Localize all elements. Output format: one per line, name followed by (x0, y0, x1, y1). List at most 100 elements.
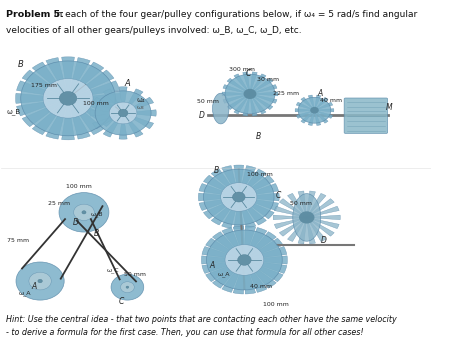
Wedge shape (239, 193, 279, 201)
Wedge shape (233, 226, 245, 260)
Wedge shape (250, 74, 266, 94)
Wedge shape (227, 94, 250, 109)
Circle shape (120, 282, 134, 293)
Circle shape (299, 211, 314, 224)
Text: ω_A: ω_A (218, 271, 230, 277)
Wedge shape (92, 97, 123, 113)
Wedge shape (22, 98, 68, 127)
Wedge shape (296, 102, 314, 110)
Wedge shape (119, 87, 127, 113)
Wedge shape (16, 93, 68, 103)
Wedge shape (223, 85, 250, 94)
Circle shape (29, 272, 51, 290)
Wedge shape (68, 98, 90, 139)
Wedge shape (46, 98, 68, 139)
Text: 50 mm: 50 mm (290, 201, 311, 206)
Circle shape (298, 97, 331, 123)
Wedge shape (206, 238, 245, 260)
Text: ω_C: ω_C (107, 267, 119, 273)
Text: Hint: Use the central idea - that two points that are contacting each other have: Hint: Use the central idea - that two po… (6, 315, 396, 324)
Wedge shape (222, 166, 239, 197)
Text: ω_A: ω_A (18, 290, 31, 296)
Text: ω₃: ω₃ (137, 105, 145, 109)
Wedge shape (222, 227, 245, 260)
Wedge shape (239, 169, 266, 197)
Circle shape (111, 274, 144, 300)
Circle shape (95, 91, 151, 135)
Wedge shape (295, 109, 314, 112)
Wedge shape (123, 110, 156, 116)
Wedge shape (234, 94, 250, 114)
Wedge shape (307, 217, 326, 241)
Wedge shape (301, 97, 314, 110)
Wedge shape (245, 238, 283, 260)
FancyBboxPatch shape (344, 98, 388, 133)
Wedge shape (296, 110, 314, 118)
Wedge shape (307, 215, 340, 220)
Wedge shape (245, 256, 287, 264)
Wedge shape (201, 256, 245, 264)
Wedge shape (239, 197, 274, 219)
Wedge shape (279, 217, 307, 236)
Text: velocities of all other gears/pulleys involved: ω_B, ω_C, ω_D, etc.: velocities of all other gears/pulleys in… (6, 26, 301, 35)
Text: A: A (210, 261, 215, 271)
Wedge shape (227, 78, 250, 94)
Wedge shape (250, 94, 257, 116)
Wedge shape (274, 217, 307, 229)
Wedge shape (211, 197, 239, 225)
Text: C: C (245, 69, 251, 78)
Wedge shape (46, 58, 68, 98)
Circle shape (310, 107, 319, 114)
Wedge shape (68, 98, 119, 116)
Text: 30 mm: 30 mm (257, 77, 279, 82)
Circle shape (237, 255, 251, 265)
Wedge shape (301, 110, 314, 123)
Wedge shape (90, 110, 123, 116)
Circle shape (59, 92, 77, 105)
Wedge shape (68, 98, 114, 127)
Circle shape (109, 102, 137, 124)
Wedge shape (245, 227, 267, 260)
Wedge shape (245, 247, 287, 260)
Text: 40 mm: 40 mm (250, 284, 272, 289)
Wedge shape (211, 169, 239, 197)
Wedge shape (298, 217, 307, 244)
Ellipse shape (212, 93, 229, 124)
Circle shape (244, 89, 256, 99)
Wedge shape (314, 95, 321, 110)
Text: Problem 5:: Problem 5: (6, 10, 64, 19)
Wedge shape (212, 232, 245, 260)
Text: C: C (276, 191, 281, 200)
Text: C: C (119, 296, 124, 306)
Wedge shape (119, 113, 127, 139)
Circle shape (59, 192, 109, 232)
Wedge shape (123, 113, 154, 129)
Wedge shape (203, 197, 239, 219)
Wedge shape (68, 81, 119, 98)
Wedge shape (245, 260, 276, 288)
Text: ω₄: ω₄ (137, 97, 146, 103)
Wedge shape (198, 193, 239, 201)
Wedge shape (250, 92, 278, 96)
Wedge shape (199, 184, 239, 197)
Circle shape (73, 204, 94, 221)
Wedge shape (123, 97, 154, 113)
Wedge shape (279, 199, 307, 217)
Wedge shape (314, 109, 334, 112)
Wedge shape (202, 260, 245, 273)
Circle shape (221, 183, 257, 211)
Wedge shape (288, 193, 307, 217)
Wedge shape (234, 165, 244, 197)
Wedge shape (123, 113, 143, 137)
Wedge shape (68, 93, 120, 103)
Wedge shape (202, 247, 245, 260)
Wedge shape (298, 191, 307, 217)
Wedge shape (245, 232, 276, 260)
Wedge shape (92, 113, 123, 129)
Wedge shape (203, 175, 239, 197)
Wedge shape (250, 94, 266, 114)
Wedge shape (245, 226, 255, 260)
Wedge shape (307, 217, 315, 244)
Wedge shape (62, 98, 74, 140)
Circle shape (21, 61, 115, 136)
